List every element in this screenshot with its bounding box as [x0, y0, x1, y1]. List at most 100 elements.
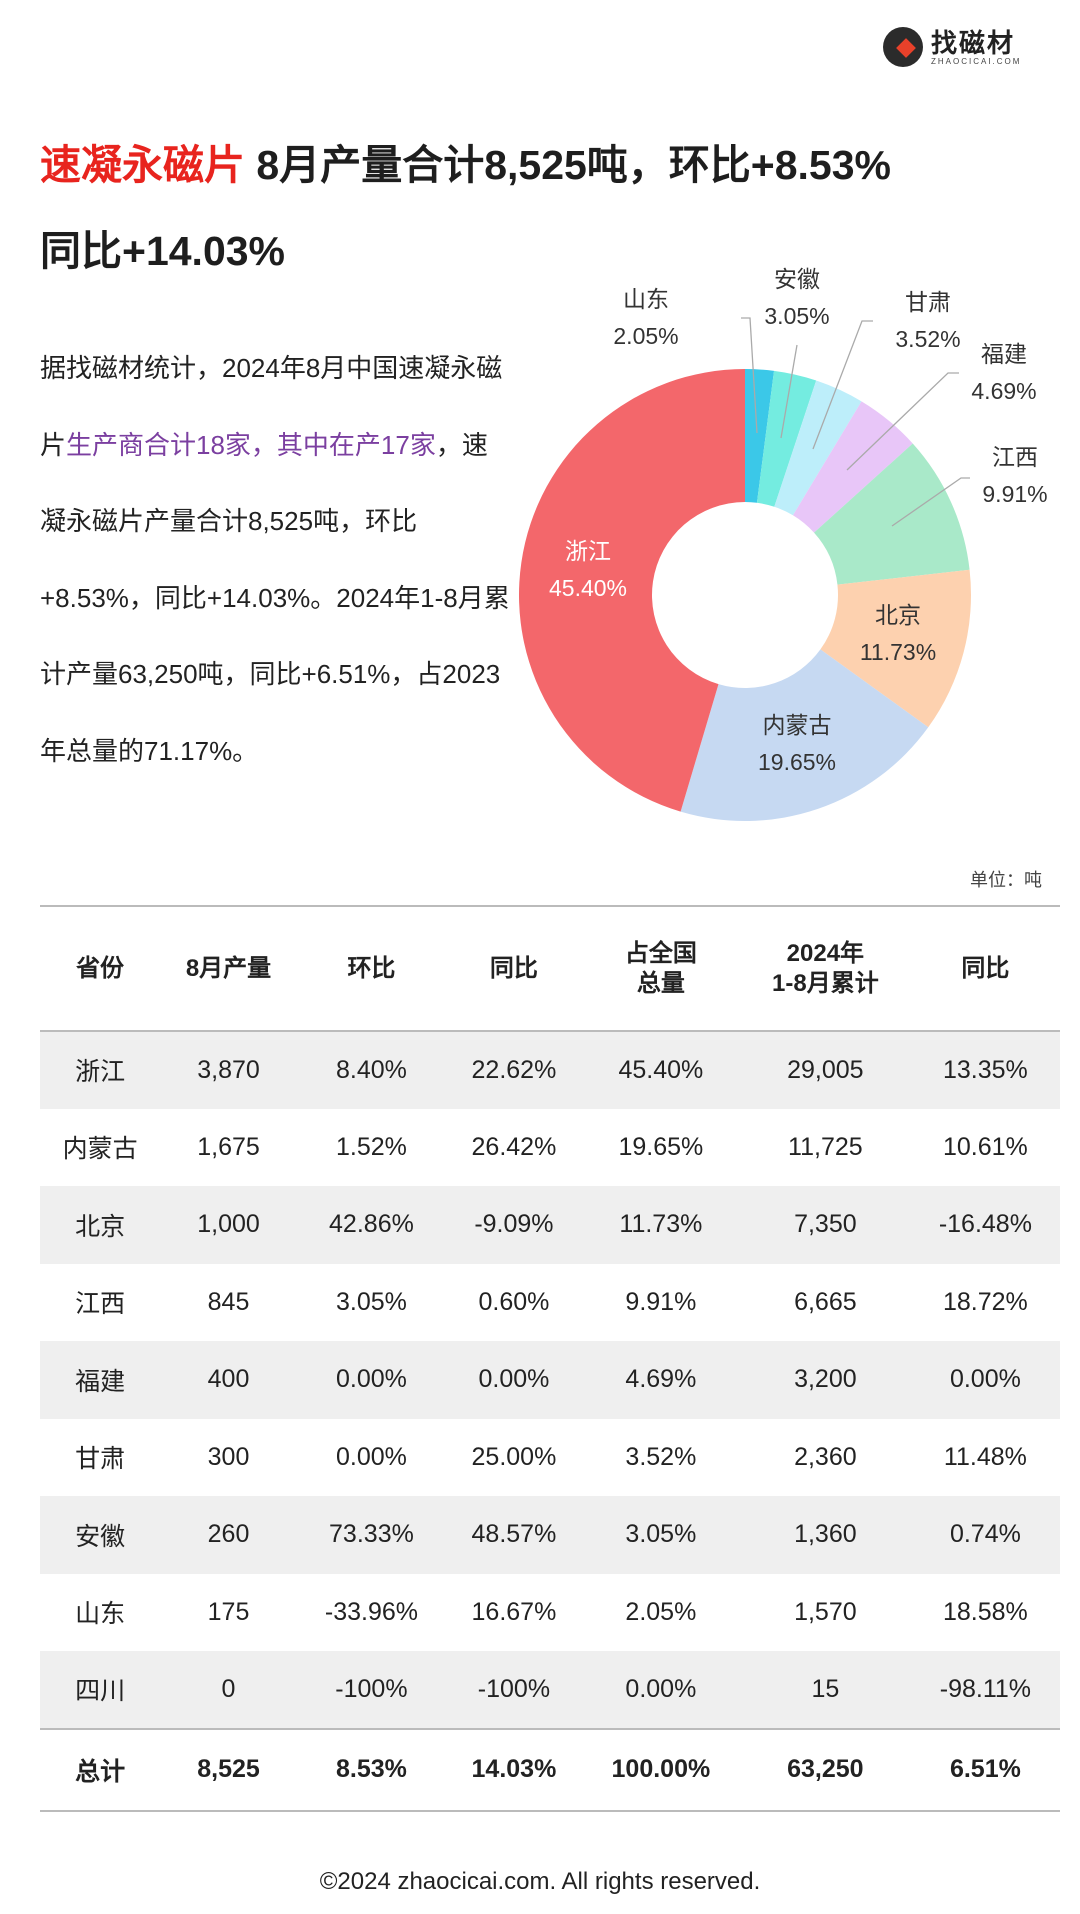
table-row: 北京 1,000 42.86% -9.09% 11.73% 7,350 -16.48% — [40, 1186, 1060, 1264]
table-cell: 18.58% — [943, 1597, 1028, 1626]
table-row: 内蒙古 1,675 1.52% 26.42% 19.65% 11,725 10.61% — [40, 1109, 1060, 1187]
slice-label-value: 3.52% — [895, 326, 960, 352]
table-cell: 400 — [160, 1341, 297, 1419]
table-cell: 45.40% — [581, 1031, 740, 1109]
table-row: 福建 400 0.00% 0.00% 4.69% 3,200 0.00% — [40, 1341, 1060, 1419]
table-row: 甘肃 300 0.00% 25.00% 3.52% 2,360 11.48% — [40, 1419, 1060, 1497]
table-cell: 甘肃 — [75, 1445, 126, 1474]
table-cell: 14.03% — [446, 1727, 582, 1811]
slice-label-name: 浙江 — [565, 538, 611, 564]
table-cell: 1,360 — [739, 1496, 911, 1574]
slice-label-name: 北京 — [875, 602, 921, 628]
donut-chart: 山东 2.05% 安徽 3.05% 甘肃 3.52% 福建 4.69% 江西 9.91% 北京 11.… — [518, 266, 1048, 821]
table-cell: 11.73% — [581, 1186, 740, 1264]
slice-label-value: 4.69% — [971, 378, 1036, 404]
slice-label-name: 福建 — [981, 341, 1027, 367]
slice-label-value: 45.40% — [549, 575, 627, 601]
column-header: 同比 — [446, 906, 582, 1032]
para-text-1: 据找磁材统计，2024年8月中国速凝永磁片 — [40, 353, 503, 460]
table-cell: 浙江 — [40, 1031, 161, 1109]
table-row: 浙江 3,870 8.40% 22.62% 45.40% 29,005 13.35% — [40, 1031, 1060, 1109]
table-cell: 北京 — [40, 1186, 161, 1264]
slice-label-name: 安徽 — [774, 266, 820, 292]
table-cell: 6.51% — [910, 1727, 1060, 1811]
logo-name: 找磁材 — [931, 27, 1016, 58]
slice-江西 — [814, 443, 970, 585]
title-highlight: 速凝永磁片 — [40, 142, 245, 188]
table-cell: -33.96% — [324, 1597, 418, 1626]
logo-domain: ZHAOCICAI.COM — [931, 56, 1022, 66]
table-row: 山东 175 -33.96% 16.67% 2.05% 1,570 18.58% — [40, 1574, 1060, 1652]
table-cell: 48.57% — [446, 1496, 582, 1574]
table-cell: 1,570 — [794, 1597, 857, 1626]
para-text-2: ，速凝永磁片产量合计8,525吨，环比+8.53%，同比+14.03%。2024… — [40, 429, 510, 766]
page-title: 速凝永磁片 8月产量合计8,525吨，环比+8.53% 同比+14.03% — [40, 122, 1050, 294]
leader-line — [780, 344, 798, 439]
title-rest: 8月产量合计8,525吨，环比+8.53% — [245, 142, 891, 188]
table-cell: 13.35% — [910, 1031, 1060, 1109]
table-cell: 8,525 — [160, 1727, 297, 1811]
table-cell: 4.69% — [581, 1341, 740, 1419]
table-cell: 29,005 — [739, 1031, 911, 1109]
leader-line — [812, 320, 873, 450]
slice-甘肃 — [774, 380, 862, 516]
table-cell: 73.33% — [296, 1496, 447, 1574]
table-row: 安徽 260 73.33% 48.57% 3.05% 1,360 0.74% — [40, 1496, 1060, 1574]
table-cell: 山东 — [75, 1600, 126, 1629]
table-cell: 3.52% — [625, 1442, 697, 1471]
table-cell: -100% — [446, 1651, 582, 1729]
table-cell: 3.05% — [335, 1287, 407, 1316]
leader-line — [891, 477, 970, 527]
table-cell: 26.42% — [471, 1132, 557, 1161]
slice-浙江 — [518, 369, 745, 812]
table-cell: 江西 — [75, 1290, 126, 1319]
column-header: 环比 — [296, 906, 447, 1032]
table-cell: 0.00% — [296, 1341, 447, 1419]
footer-copyright: ©2024 zhaocicai.com. All rights reserved… — [319, 1868, 761, 1895]
table-cell: 25.00% — [471, 1442, 557, 1471]
slice-北京 — [820, 569, 971, 728]
column-header: 占全国 总量 — [581, 906, 740, 1032]
para-highlight: 生产商合计18家，其中在产17家 — [66, 429, 436, 460]
slice-label-value: 9.91% — [982, 481, 1047, 507]
slice-label-name: 山东 — [623, 286, 669, 312]
table-cell: 11.48% — [943, 1442, 1027, 1471]
table-cell: 8.53% — [296, 1727, 447, 1811]
slice-安徽 — [756, 370, 817, 507]
table-cell: 0.00% — [335, 1442, 407, 1471]
table-cell: 2.05% — [625, 1597, 697, 1626]
table-cell: 总计 — [40, 1727, 161, 1811]
table-cell: 福建 — [40, 1341, 161, 1419]
table-header-row: 省份 8月产量 环比 同比 占全国 总量 2024年 1-8月累计 同比 — [40, 906, 1060, 1032]
table-cell: 9.91% — [625, 1287, 697, 1316]
title-line2: 同比+14.03% — [40, 228, 285, 274]
table-cell: 42.86% — [296, 1186, 447, 1264]
table-total-row: 总计 8,525 8.53% 14.03% 100.00% 63,250 6.51% — [40, 1727, 1060, 1811]
logo: 找磁材 ZHAOCICAI.COM — [883, 22, 1053, 72]
table-cell: -9.09% — [446, 1186, 582, 1264]
table-cell: -16.48% — [910, 1186, 1060, 1264]
table-cell: 7,350 — [739, 1186, 911, 1264]
slice-福建 — [792, 401, 913, 533]
table-cell: 安徽 — [40, 1496, 161, 1574]
table-cell: 10.61% — [943, 1132, 1028, 1161]
table-cell: 四川 — [40, 1651, 161, 1729]
table-cell: 260 — [160, 1496, 297, 1574]
table-cell: 18.72% — [943, 1287, 1028, 1316]
table-cell: 3.05% — [581, 1496, 740, 1574]
table-cell: 63,250 — [739, 1727, 911, 1811]
leader-line — [741, 317, 758, 434]
slice-山东 — [745, 369, 775, 503]
table-cell: 8.40% — [296, 1031, 447, 1109]
table-cell: 3,870 — [160, 1031, 297, 1109]
slice-label-value: 2.05% — [613, 323, 678, 349]
table-row: 四川 0 -100% -100% 0.00% 15 -98.11% — [40, 1651, 1060, 1729]
column-header: 8月产量 — [160, 906, 297, 1032]
summary-paragraph: 据找磁材统计，2024年8月中国速凝永磁片生产商合计18家，其中在产17家，速凝… — [40, 330, 510, 789]
slice-内蒙古 — [680, 649, 929, 821]
table-cell: 3,200 — [739, 1341, 911, 1419]
table-cell: 1,675 — [197, 1132, 260, 1161]
slice-label-value: 11.73% — [860, 639, 936, 665]
table-cell: 19.65% — [618, 1132, 704, 1161]
table-cell: 11,725 — [788, 1132, 863, 1161]
